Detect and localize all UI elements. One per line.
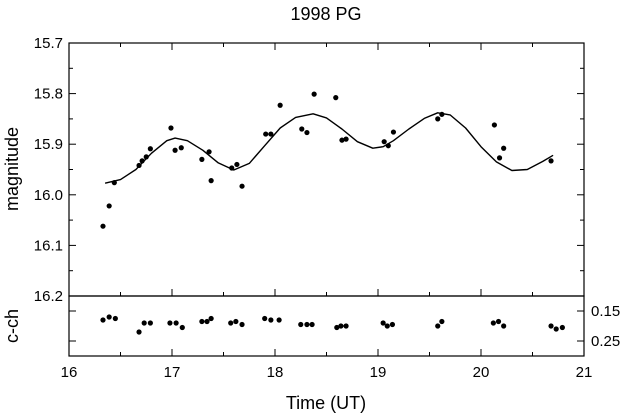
magnitude-point (139, 158, 145, 164)
color-point (233, 318, 239, 325)
color-point (439, 318, 445, 325)
color-point (173, 320, 179, 326)
magnitude-point (100, 223, 106, 229)
magnitude-point (496, 155, 503, 161)
magnitude-point (206, 149, 212, 155)
magnitude-point (501, 145, 507, 151)
x-tick-label: 21 (576, 364, 593, 381)
magnitude-axis-label: magnitude (2, 127, 22, 211)
magnitude-point (168, 125, 174, 131)
magnitude-point (178, 145, 184, 151)
magnitude-plot-frame (68, 42, 585, 297)
color-point (199, 318, 205, 325)
color-point (309, 321, 315, 328)
color-point (548, 323, 554, 329)
fit-curve-line (104, 112, 554, 184)
color-plot-frame (68, 295, 585, 357)
magnitude-point (234, 161, 240, 168)
color-point (338, 323, 344, 329)
chart-title: 1998 PG (290, 4, 361, 24)
magnitude-point (333, 95, 339, 101)
x-tick-label: 17 (164, 364, 181, 381)
magnitude-point (311, 91, 317, 97)
color-point (384, 323, 390, 329)
magnitude-point (277, 102, 283, 108)
x-tick-label: 18 (267, 364, 284, 381)
color-point (380, 320, 386, 326)
y-tick-label: 16.2 (34, 288, 63, 305)
color-point (262, 315, 268, 322)
color-point (228, 320, 234, 326)
color-point (208, 315, 214, 322)
color-points (100, 314, 565, 335)
color-point (268, 317, 274, 323)
fit-curve-layer (104, 112, 554, 184)
color-y-tick-label: 0.25 (591, 333, 620, 350)
magnitude-point (147, 146, 153, 152)
color-y-tick-label: 0.15 (591, 303, 620, 320)
magnitude-point (381, 139, 387, 145)
color-point (136, 329, 142, 335)
magnitude-points (100, 91, 554, 229)
magnitude-point (208, 178, 214, 184)
magnitude-point (435, 116, 441, 122)
color-point (495, 318, 502, 325)
color-point (179, 324, 185, 331)
magnitude-point (172, 147, 178, 153)
color-point (501, 323, 507, 329)
x-tick-label: 20 (473, 364, 490, 381)
x-tick-label: 19 (370, 364, 387, 381)
color-ticks: 16 17 18 19 20 21 0.15 0.25 (61, 303, 621, 381)
magnitude-point (299, 126, 305, 132)
magnitude-point (439, 111, 445, 117)
color-point (239, 321, 245, 328)
magnitude-point (136, 162, 142, 169)
magnitude-point (229, 165, 235, 171)
y-tick-label: 16.0 (34, 187, 63, 204)
y-tick-label: 15.8 (34, 86, 63, 103)
color-point (553, 326, 559, 332)
magnitude-point (385, 143, 391, 149)
x-tick-label: 16 (61, 364, 78, 381)
magnitude-point (390, 129, 397, 135)
color-point (204, 318, 210, 325)
y-tick-label: 15.7 (34, 35, 63, 52)
time-axis-label: Time (UT) (286, 393, 366, 413)
magnitude-ticks: 15.7 15.8 15.9 16.0 16.1 16.2 (34, 35, 585, 305)
magnitude-point (491, 122, 497, 128)
magnitude-point (343, 136, 349, 142)
color-point (298, 321, 304, 328)
color-point (147, 320, 153, 326)
magnitude-point (263, 131, 269, 137)
color-point (141, 320, 147, 326)
color-point (167, 320, 173, 326)
magnitude-point (548, 158, 554, 164)
color-point (304, 321, 310, 328)
magnitude-point (239, 183, 245, 189)
color-point (389, 321, 396, 328)
magnitude-point (339, 137, 345, 143)
magnitude-point (304, 129, 310, 136)
magnitude-point (106, 203, 112, 209)
magnitude-point (199, 156, 205, 162)
y-tick-label: 15.9 (34, 136, 63, 153)
color-point (112, 315, 118, 322)
color-point (490, 320, 496, 326)
color-point (106, 314, 112, 320)
magnitude-point (143, 154, 149, 160)
y-tick-label: 16.1 (34, 237, 63, 254)
color-point (100, 317, 106, 323)
color-point (276, 317, 282, 323)
color-point (435, 323, 441, 329)
color-point (343, 323, 349, 329)
color-axis-label: c-ch (2, 309, 22, 343)
color-point (559, 324, 565, 331)
color-point (334, 324, 340, 331)
magnitude-point (111, 180, 117, 186)
magnitude-point (268, 131, 274, 137)
